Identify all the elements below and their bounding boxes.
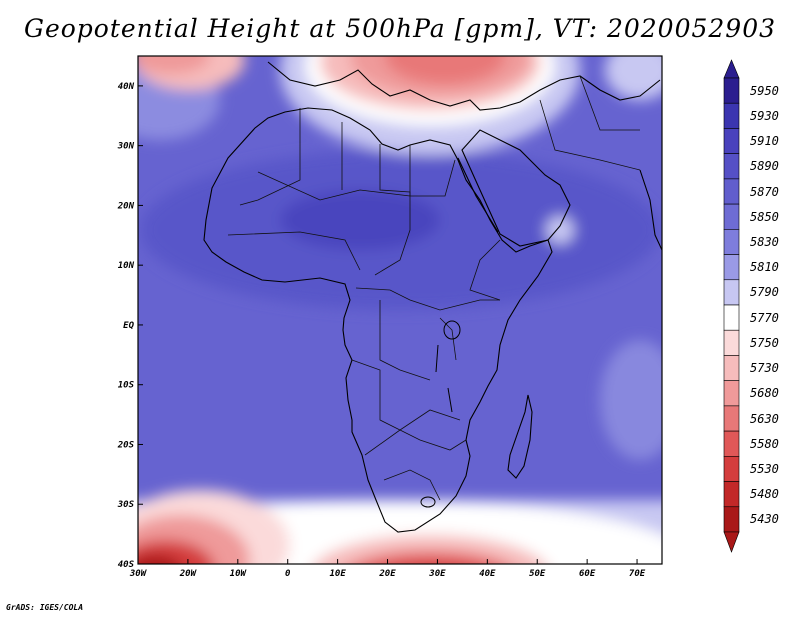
x-tick-label: 60E — [579, 569, 596, 579]
legend-swatch — [723, 153, 740, 180]
legend-swatch — [723, 229, 740, 255]
legend-label: 5680 — [750, 386, 779, 401]
legend-label: 5890 — [750, 159, 779, 174]
legend-swatch — [723, 77, 740, 104]
y-tick-label: 10S — [118, 381, 135, 391]
legend-label: 5870 — [750, 184, 779, 199]
india-coast — [639, 169, 662, 251]
legend-swatch — [723, 405, 740, 432]
red-sea-coast — [457, 157, 499, 233]
legend-swatch — [723, 456, 740, 482]
legend-label: 5750 — [750, 335, 779, 350]
legend-label: 5580 — [750, 436, 779, 451]
color-legend — [723, 59, 740, 553]
legend-swatch — [723, 304, 740, 331]
y-tick-label: EQ — [123, 321, 134, 331]
legend-swatch — [723, 481, 740, 508]
legend-swatch — [723, 178, 740, 205]
map-title: Geopotential Height at 500hPa [gpm], VT:… — [23, 14, 777, 43]
arabia-outline — [461, 129, 571, 247]
legend-label: 5850 — [750, 209, 779, 224]
legend-label: 5630 — [750, 411, 779, 426]
y-tick-label: 40S — [118, 560, 135, 570]
x-tick-label: 0 — [285, 569, 291, 579]
legend-swatch — [723, 279, 740, 306]
legend-label: 5730 — [750, 361, 779, 376]
legend-swatch — [723, 102, 740, 129]
legend-arrow-top — [723, 59, 740, 79]
y-axis: 40N 30N 20N 10N EQ 10S 20S 30S 40S — [117, 82, 143, 570]
legend-swatch — [723, 329, 740, 356]
x-tick-label: 40E — [479, 569, 496, 579]
legend-label: 5430 — [750, 512, 779, 527]
x-tick-label: 10W — [230, 569, 248, 579]
x-tick-label: 50E — [529, 569, 546, 579]
madagascar-outline — [507, 394, 533, 479]
legend-label: 5930 — [750, 108, 779, 123]
credit-text: GrADS: IGES/COLA — [6, 603, 84, 612]
x-tick-label: 30W — [129, 569, 148, 579]
lakes — [420, 320, 461, 508]
legend-arrow-bottom — [723, 531, 740, 553]
legend-label: 5910 — [750, 134, 779, 149]
x-tick-label: 70E — [629, 569, 646, 579]
x-tick-label: 10E — [329, 569, 346, 579]
y-tick-label: 10N — [118, 261, 135, 271]
x-tick-label: 20E — [378, 569, 396, 579]
country-borders — [227, 75, 641, 501]
legend-label: 5790 — [750, 285, 779, 300]
legend-label: 5530 — [750, 461, 779, 476]
y-tick-label: 20N — [117, 201, 135, 211]
legend-label: 5480 — [750, 487, 779, 502]
legend-swatch — [723, 203, 740, 230]
legend-label: 5810 — [750, 260, 779, 275]
legend-swatch — [723, 430, 740, 457]
legend-label: 5830 — [750, 234, 779, 249]
x-tick-label: 30E — [428, 569, 446, 579]
y-tick-label: 40N — [118, 82, 135, 92]
coastlines — [203, 61, 662, 533]
legend-swatch — [723, 380, 740, 407]
legend-swatch — [723, 355, 740, 381]
y-tick-label: 30N — [117, 142, 135, 152]
legend-swatch — [723, 506, 740, 533]
legend-swatch — [723, 254, 740, 281]
europe-coast — [267, 61, 661, 111]
x-tick-label: 20W — [179, 569, 198, 579]
plot-frame — [137, 55, 663, 565]
africa-outline — [203, 107, 553, 533]
legend-label: 5950 — [750, 83, 779, 98]
y-tick-label: 30S — [117, 500, 135, 510]
legend-label: 5770 — [750, 310, 779, 325]
y-tick-label: 20S — [117, 440, 135, 450]
legend-swatch — [723, 128, 740, 154]
x-axis: 30W 20W 10W 0 10E 20E 30E 40E 50E 60E 70E — [129, 559, 646, 579]
